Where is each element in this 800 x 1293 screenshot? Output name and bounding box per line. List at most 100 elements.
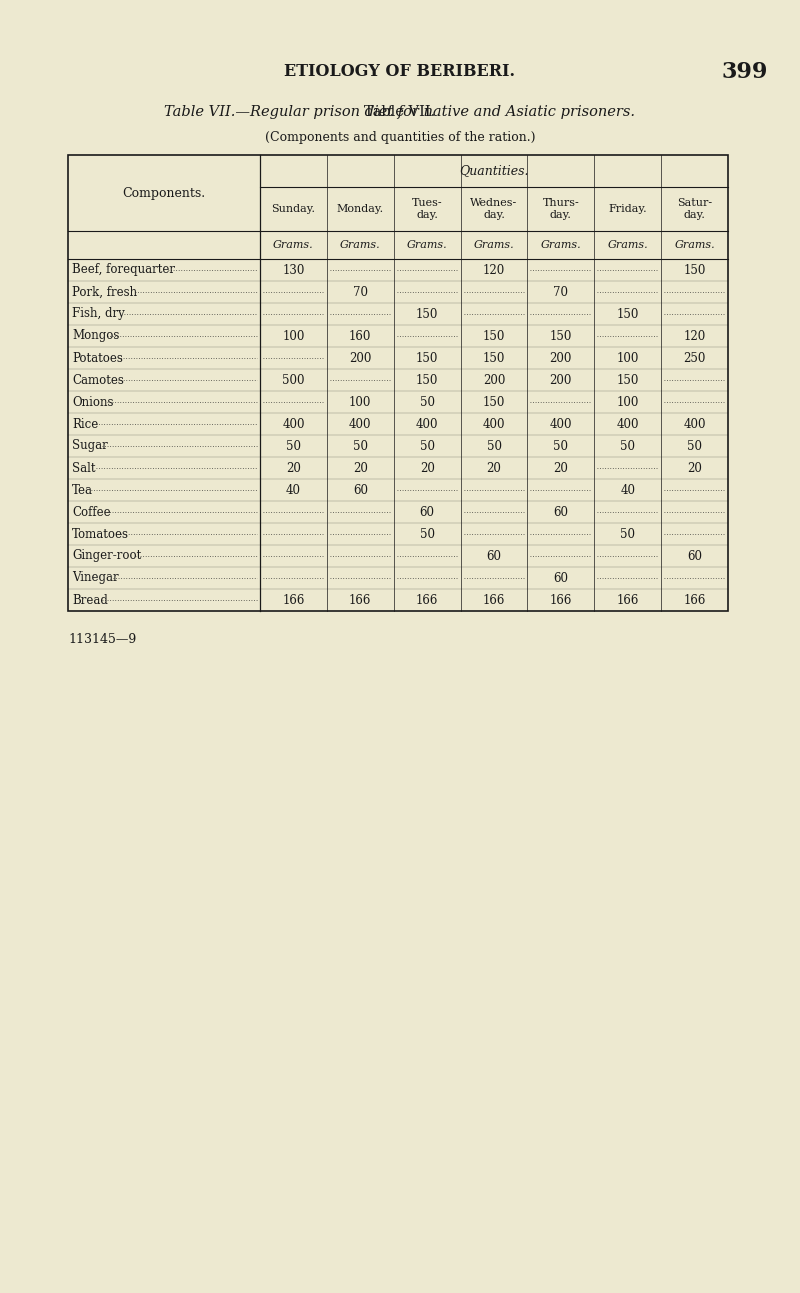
Text: 50: 50 bbox=[620, 440, 635, 453]
Text: 200: 200 bbox=[550, 374, 572, 387]
Text: Ginger-root: Ginger-root bbox=[72, 550, 142, 562]
Text: Grams.: Grams. bbox=[541, 240, 581, 250]
Text: Fish, dry: Fish, dry bbox=[72, 308, 125, 321]
Bar bbox=[68, 155, 728, 612]
Text: Potatoes: Potatoes bbox=[72, 352, 123, 365]
Text: 200: 200 bbox=[349, 352, 371, 365]
Text: Grams.: Grams. bbox=[407, 240, 447, 250]
Text: 50: 50 bbox=[420, 396, 434, 409]
Text: Vinegar: Vinegar bbox=[72, 572, 118, 584]
Text: 100: 100 bbox=[617, 396, 639, 409]
Text: Salt: Salt bbox=[72, 462, 95, 475]
Text: Sugar: Sugar bbox=[72, 440, 108, 453]
Text: 400: 400 bbox=[683, 418, 706, 431]
Text: Wednes-
day.: Wednes- day. bbox=[470, 198, 518, 220]
Text: 150: 150 bbox=[483, 352, 505, 365]
Text: 40: 40 bbox=[620, 484, 635, 497]
Text: 120: 120 bbox=[683, 330, 706, 343]
Text: 70: 70 bbox=[353, 286, 368, 299]
Text: 60: 60 bbox=[687, 550, 702, 562]
Text: Components.: Components. bbox=[122, 186, 206, 199]
Text: 60: 60 bbox=[554, 506, 568, 518]
Text: 160: 160 bbox=[349, 330, 371, 343]
Text: Sunday.: Sunday. bbox=[271, 204, 315, 215]
Text: 400: 400 bbox=[550, 418, 572, 431]
Text: 400: 400 bbox=[617, 418, 639, 431]
Text: Thurs-
day.: Thurs- day. bbox=[542, 198, 579, 220]
Text: 60: 60 bbox=[353, 484, 368, 497]
Text: 500: 500 bbox=[282, 374, 305, 387]
Text: 400: 400 bbox=[482, 418, 506, 431]
Text: 166: 166 bbox=[416, 593, 438, 606]
Text: 60: 60 bbox=[554, 572, 568, 584]
Text: 150: 150 bbox=[617, 308, 639, 321]
Text: Beef, forequarter: Beef, forequarter bbox=[72, 264, 175, 277]
Text: 150: 150 bbox=[416, 352, 438, 365]
Text: Onions: Onions bbox=[72, 396, 114, 409]
Text: Grams.: Grams. bbox=[340, 240, 381, 250]
Text: Camotes: Camotes bbox=[72, 374, 124, 387]
Text: 150: 150 bbox=[416, 374, 438, 387]
Text: 70: 70 bbox=[554, 286, 568, 299]
Text: 166: 166 bbox=[683, 593, 706, 606]
Text: Bread: Bread bbox=[72, 593, 108, 606]
Text: 100: 100 bbox=[282, 330, 305, 343]
Text: 150: 150 bbox=[416, 308, 438, 321]
Text: Grams.: Grams. bbox=[607, 240, 648, 250]
Text: 166: 166 bbox=[617, 593, 639, 606]
Text: Tomatoes: Tomatoes bbox=[72, 528, 129, 540]
Text: Grams.: Grams. bbox=[474, 240, 514, 250]
Text: 20: 20 bbox=[486, 462, 502, 475]
Text: Quantities.: Quantities. bbox=[459, 164, 529, 177]
Text: Coffee: Coffee bbox=[72, 506, 110, 518]
Text: 150: 150 bbox=[683, 264, 706, 277]
Text: 150: 150 bbox=[617, 374, 639, 387]
Text: 100: 100 bbox=[349, 396, 371, 409]
Text: 200: 200 bbox=[550, 352, 572, 365]
Text: Pork, fresh: Pork, fresh bbox=[72, 286, 137, 299]
Text: Tues-
day.: Tues- day. bbox=[412, 198, 442, 220]
Text: 50: 50 bbox=[687, 440, 702, 453]
Text: 50: 50 bbox=[620, 528, 635, 540]
Text: Table VII.: Table VII. bbox=[364, 105, 436, 119]
Text: 400: 400 bbox=[349, 418, 371, 431]
Text: 20: 20 bbox=[353, 462, 368, 475]
Text: ETIOLOGY OF BERIBERI.: ETIOLOGY OF BERIBERI. bbox=[285, 63, 515, 80]
Text: 20: 20 bbox=[420, 462, 434, 475]
Text: 130: 130 bbox=[282, 264, 305, 277]
Text: 113145—9: 113145—9 bbox=[68, 634, 136, 646]
Text: 400: 400 bbox=[416, 418, 438, 431]
Text: Grams.: Grams. bbox=[674, 240, 715, 250]
Text: 50: 50 bbox=[353, 440, 368, 453]
Text: (Components and quantities of the ration.): (Components and quantities of the ration… bbox=[265, 132, 535, 145]
Text: 50: 50 bbox=[486, 440, 502, 453]
Text: 20: 20 bbox=[286, 462, 301, 475]
Text: 40: 40 bbox=[286, 484, 301, 497]
Text: 250: 250 bbox=[683, 352, 706, 365]
Text: 166: 166 bbox=[349, 593, 371, 606]
Text: 120: 120 bbox=[483, 264, 505, 277]
Text: Friday.: Friday. bbox=[609, 204, 647, 215]
Text: 166: 166 bbox=[282, 593, 305, 606]
Text: 50: 50 bbox=[554, 440, 568, 453]
Text: 50: 50 bbox=[420, 528, 434, 540]
Text: 20: 20 bbox=[687, 462, 702, 475]
Text: 20: 20 bbox=[554, 462, 568, 475]
Text: 150: 150 bbox=[483, 330, 505, 343]
Text: 400: 400 bbox=[282, 418, 305, 431]
Text: Rice: Rice bbox=[72, 418, 98, 431]
Text: 50: 50 bbox=[420, 440, 434, 453]
Text: 166: 166 bbox=[483, 593, 505, 606]
Text: Tea: Tea bbox=[72, 484, 93, 497]
Text: 200: 200 bbox=[483, 374, 505, 387]
Text: 150: 150 bbox=[550, 330, 572, 343]
Text: 60: 60 bbox=[486, 550, 502, 562]
Text: Mongos: Mongos bbox=[72, 330, 119, 343]
Text: Grams.: Grams. bbox=[273, 240, 314, 250]
Text: Satur-
day.: Satur- day. bbox=[677, 198, 712, 220]
Text: 100: 100 bbox=[617, 352, 639, 365]
Text: Table VII.—Regular prison diet for native and Asiatic prisoners.: Table VII.—Regular prison diet for nativ… bbox=[165, 105, 635, 119]
Text: 150: 150 bbox=[483, 396, 505, 409]
Text: 166: 166 bbox=[550, 593, 572, 606]
Text: 50: 50 bbox=[286, 440, 301, 453]
